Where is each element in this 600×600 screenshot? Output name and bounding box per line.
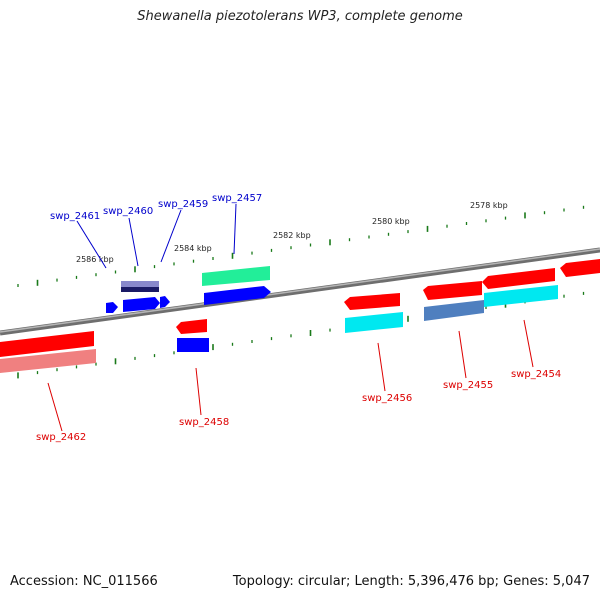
gene-swp-2462[interactable] — [0, 331, 94, 357]
label-swp-2462: swp_2462 — [36, 432, 86, 443]
gene-swp-2456-b[interactable] — [345, 312, 403, 333]
gene-swp-2460-a[interactable] — [121, 281, 159, 287]
ruler-label-2578: 2578 kbp — [470, 201, 508, 210]
map-title: Shewanella piezotolerans WP3, complete g… — [137, 9, 463, 24]
label-swp-2459: swp_2459 — [158, 199, 208, 210]
gene-swp-2462-b[interactable] — [0, 349, 96, 373]
gene-swp-2459[interactable] — [160, 296, 170, 308]
gene-swp-2460-b[interactable] — [121, 287, 159, 292]
label-swp-2457: swp_2457 — [212, 193, 262, 204]
gene-swp-2454-b[interactable] — [484, 285, 558, 307]
label-swp-2454: swp_2454 — [511, 369, 561, 380]
leader-swp-2458 — [195, 367, 202, 416]
genome-backbone — [0, 247, 600, 336]
leader-swp-2462 — [47, 382, 63, 432]
ruler-label-2582: 2582 kbp — [273, 231, 311, 240]
ruler-label-2580: 2580 kbp — [372, 217, 410, 226]
label-swp-2460: swp_2460 — [103, 206, 153, 217]
leader-swp-2461 — [76, 220, 107, 269]
gene-swp-2461[interactable] — [106, 302, 118, 313]
gene-swp-2455-b[interactable] — [424, 300, 484, 321]
gene-swp-2456[interactable] — [344, 293, 400, 310]
gene-swp-2457-b[interactable] — [204, 286, 271, 305]
leader-swp-2460 — [128, 217, 139, 267]
leader-swp-2454 — [523, 319, 534, 368]
leader-swp-2459 — [160, 209, 182, 263]
outer-tick-row — [17, 205, 585, 287]
ruler-label-2584: 2584 kbp — [174, 244, 212, 253]
label-swp-2455: swp_2455 — [443, 380, 493, 391]
leader-swp-2455 — [458, 330, 467, 379]
gene-next[interactable] — [560, 259, 600, 277]
leader-swp-2456 — [377, 342, 386, 392]
label-swp-2461: swp_2461 — [50, 211, 100, 222]
gene-swp-2455[interactable] — [423, 281, 482, 300]
genome-summary-text: Topology: circular; Length: 5,396,476 bp… — [232, 574, 590, 589]
gene-swp-2457[interactable] — [202, 266, 270, 286]
leader-swp-2457 — [233, 203, 237, 255]
gene-swp-2454[interactable] — [482, 268, 555, 289]
genome-backbone-highlight — [0, 248, 600, 333]
gene-swp-2458-b[interactable] — [177, 338, 209, 352]
ruler-label-2586: 2586 kbp — [76, 255, 114, 264]
label-swp-2456: swp_2456 — [362, 393, 412, 404]
label-swp-2458: swp_2458 — [179, 417, 229, 428]
accession-text: Accession: NC_011566 — [10, 574, 158, 589]
gene-swp-2458[interactable] — [176, 319, 207, 334]
gene-swp-2460-c[interactable] — [123, 297, 160, 312]
